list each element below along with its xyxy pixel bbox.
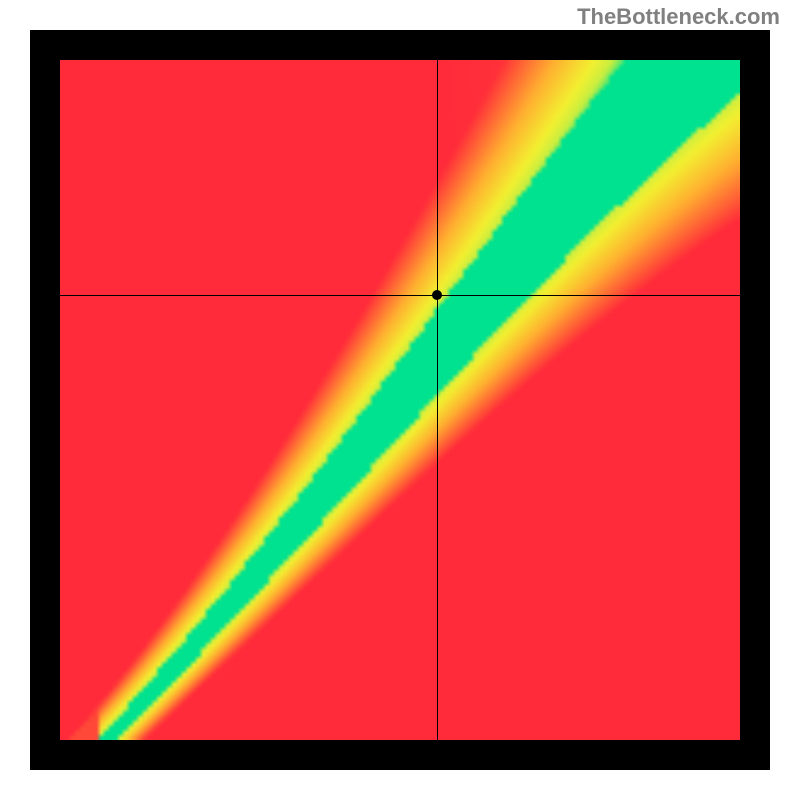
chart-plot-area bbox=[60, 60, 740, 740]
crosshair-horizontal bbox=[60, 295, 740, 296]
watermark-text: TheBottleneck.com bbox=[577, 4, 780, 30]
crosshair-vertical bbox=[437, 60, 438, 740]
crosshair-marker bbox=[432, 290, 442, 300]
bottleneck-heatmap bbox=[60, 60, 740, 740]
chart-border bbox=[30, 30, 770, 770]
